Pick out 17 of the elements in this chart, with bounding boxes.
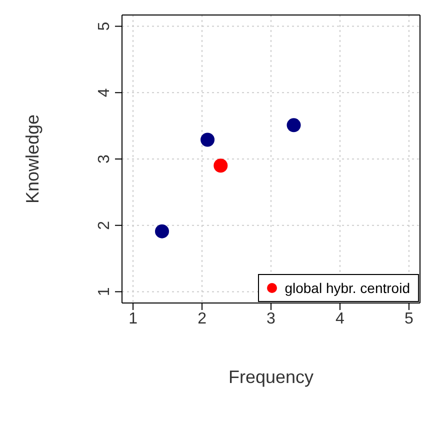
y-tick-label: 3 [96,154,113,164]
point [214,158,228,173]
y-tick-label: 2 [96,220,113,230]
point [155,224,170,238]
legend-label: global hybr. centroid [284,280,410,296]
x-tick-label: 2 [198,310,207,328]
x-tick-label: 3 [266,310,276,328]
x-axis-title: Frequency [228,367,314,387]
y-tick-label: 4 [96,88,113,98]
y-axis-title: Knowledge [22,114,42,204]
x-tick-label: 1 [128,310,138,328]
point [200,132,215,147]
x-tick-label: 4 [336,310,345,328]
point [286,118,301,132]
x-tick-label: 5 [404,310,414,328]
y-tick-label: 5 [96,22,113,31]
y-tick-label: 1 [96,287,113,296]
